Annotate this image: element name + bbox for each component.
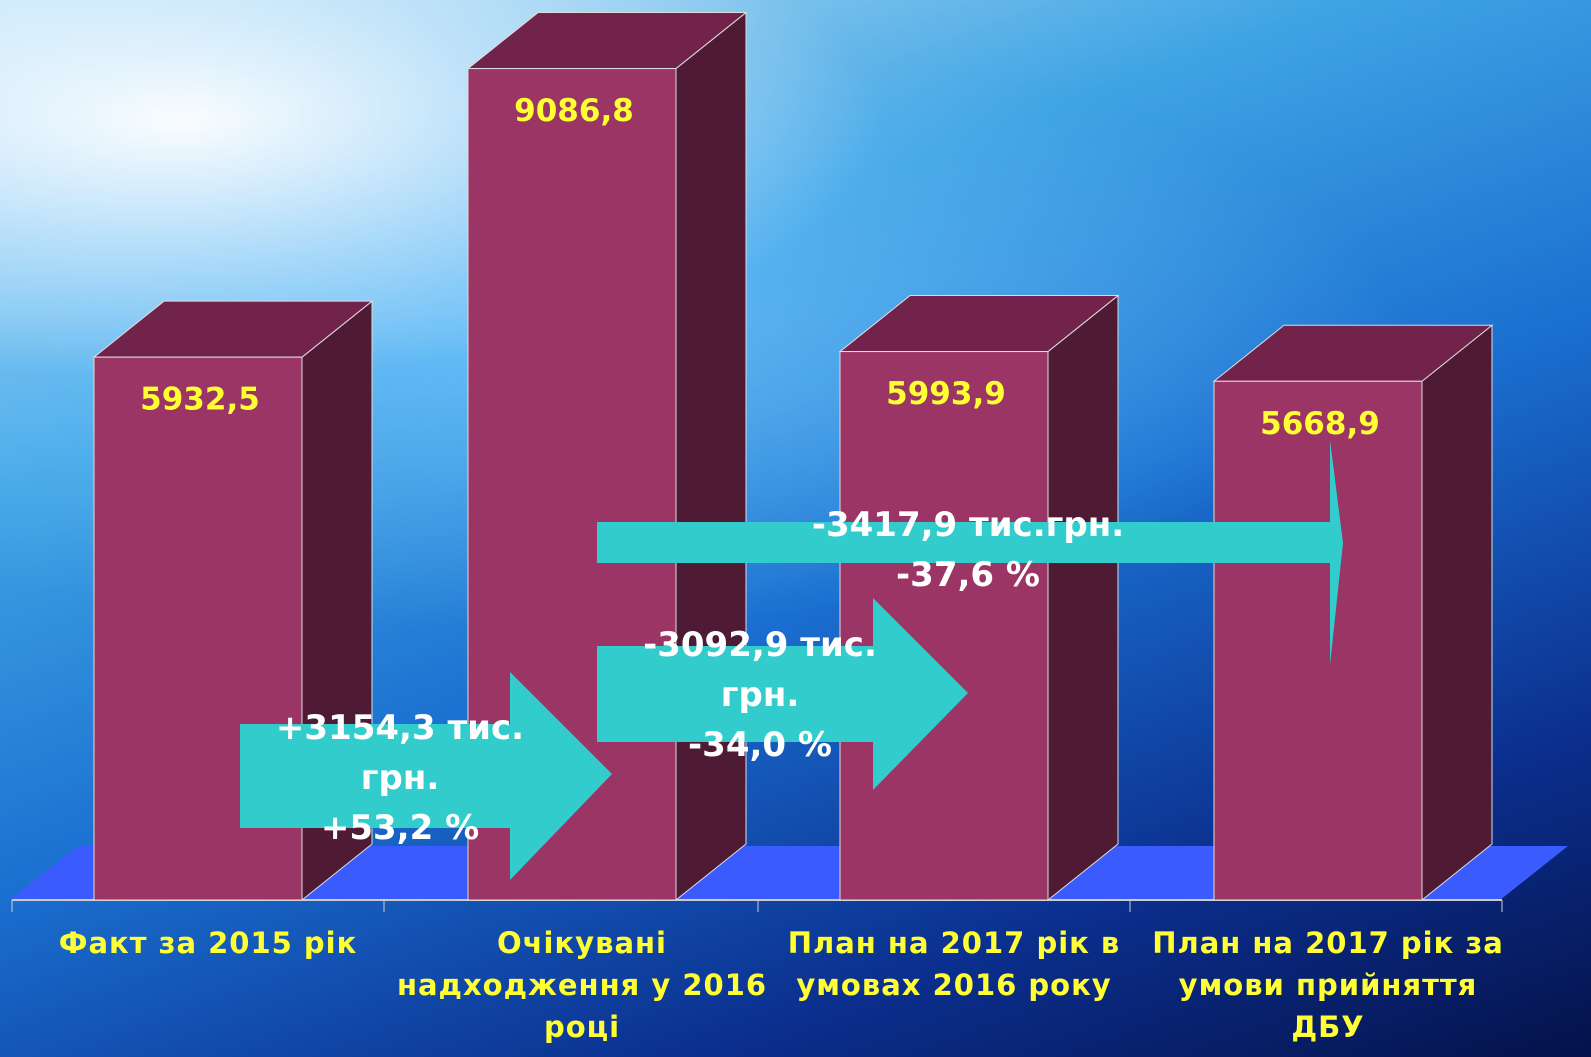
- arrow: [597, 440, 1343, 665]
- bar: [1213, 380, 1423, 901]
- x-tick-label: План на 2017 рік в умовах 2016 року: [787, 926, 1121, 1002]
- annotation: -3092,9 тис. грн. -34,0 %: [615, 620, 905, 770]
- annotation-text: -3092,9 тис. грн.: [643, 625, 877, 715]
- floor: [10, 846, 1568, 900]
- x-tick-label: Факт за 2015 рік: [58, 926, 358, 960]
- annotation-change: -37,6 %: [896, 555, 1040, 595]
- annotation-text: +3154,3 тис. грн.: [275, 708, 525, 798]
- annotation: +3154,3 тис. грн. +53,2 %: [255, 703, 545, 853]
- x-tick-label: Очікувані надходження у 2016 році: [396, 926, 768, 1044]
- bar-side: [1421, 324, 1493, 902]
- annotation-text: -3417,9 тис.грн.: [811, 505, 1125, 545]
- value-label: 5993,9: [886, 376, 1006, 412]
- value-label: 5932,5: [140, 382, 260, 418]
- annotation: -3417,9 тис.грн. -37,6 %: [758, 500, 1178, 600]
- annotation-change: -34,0 %: [688, 725, 832, 765]
- value-label: 9086,8: [514, 93, 634, 129]
- arrow: [240, 672, 612, 880]
- annotation-change: +53,2 %: [320, 808, 480, 848]
- arrow: [597, 598, 968, 790]
- value-label: 5668,9: [1260, 406, 1380, 442]
- x-tick-label: План на 2017 рік за умови прийняття ДБУ: [1152, 926, 1504, 1044]
